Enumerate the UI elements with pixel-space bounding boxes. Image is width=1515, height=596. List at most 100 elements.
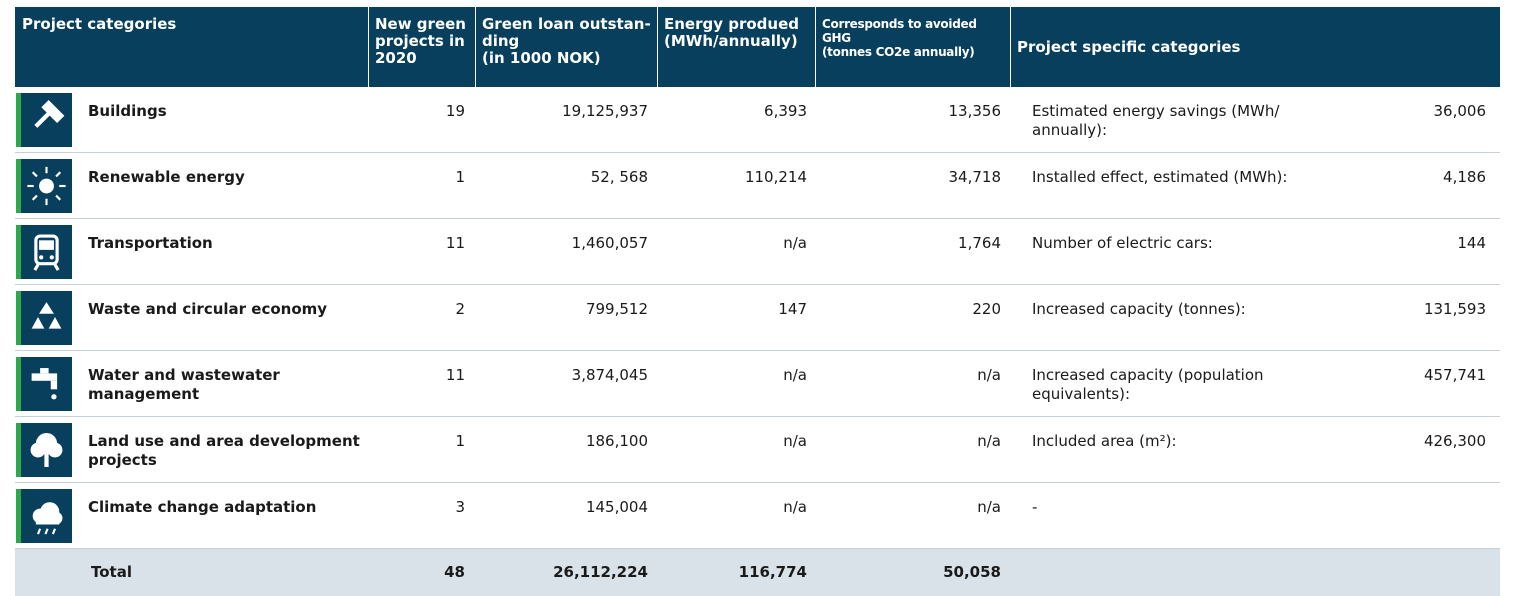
category-icon bbox=[16, 357, 72, 411]
header-cell: Green loan outstan-ding (in 1000 NOK) bbox=[482, 16, 657, 67]
cell-value: Number of electric cars: bbox=[1032, 234, 1213, 252]
cell-value: 11 bbox=[445, 366, 465, 384]
category-icon bbox=[16, 93, 72, 147]
category-name: Buildings bbox=[88, 102, 167, 120]
header-line: 2020 bbox=[375, 49, 417, 67]
row-separator bbox=[15, 350, 1500, 351]
row-separator bbox=[15, 416, 1500, 417]
cell-value: Installed effect, estimated (MWh): bbox=[1032, 168, 1288, 186]
header-line: Green loan outstan- bbox=[482, 15, 651, 33]
total-value: 26,112,224 bbox=[553, 563, 648, 581]
total-row bbox=[15, 549, 1500, 596]
cell-value: Increased capacity (population equivalen… bbox=[1032, 366, 1264, 403]
icon-glyph bbox=[32, 502, 63, 535]
header-separator bbox=[657, 7, 658, 87]
category-icon bbox=[16, 225, 72, 279]
cell-value: 19,125,937 bbox=[562, 102, 648, 120]
cell-value: 110,214 bbox=[744, 168, 807, 186]
header-line: Corresponds to avoided bbox=[822, 17, 977, 31]
header-bar bbox=[15, 7, 1500, 87]
cell-value: 457,741 bbox=[1423, 366, 1486, 384]
total-value: 50,058 bbox=[943, 563, 1001, 581]
category-icon bbox=[16, 291, 72, 345]
row-separator bbox=[15, 152, 1500, 153]
icon-glyph bbox=[33, 234, 60, 271]
cell-value: 145,004 bbox=[585, 498, 648, 516]
header-line: New green bbox=[375, 15, 466, 33]
header-line: GHG bbox=[822, 31, 851, 45]
category-name: Renewable energy bbox=[88, 168, 245, 186]
total-value: 116,774 bbox=[738, 563, 807, 581]
cell-value: 131,593 bbox=[1423, 300, 1486, 318]
icon-glyph bbox=[31, 368, 58, 400]
header-cell: Energy produed (MWh/annually) bbox=[664, 16, 815, 50]
header-line: (MWh/annually) bbox=[664, 32, 798, 50]
cell-value: 1 bbox=[455, 168, 465, 186]
cell-value: 426,300 bbox=[1423, 432, 1486, 450]
cell-value: 6,393 bbox=[764, 102, 807, 120]
header-line: (tonnes CO2e annually) bbox=[822, 45, 975, 59]
cell-value: 1,460,057 bbox=[571, 234, 648, 252]
cell-value: n/a bbox=[783, 432, 807, 450]
header-line: (in 1000 NOK) bbox=[482, 49, 601, 67]
header-cell: New green projects in 2020 bbox=[375, 16, 475, 67]
cell-value: 4,186 bbox=[1443, 168, 1486, 186]
cell-value: 799,512 bbox=[585, 300, 648, 318]
cell-value: 1,764 bbox=[958, 234, 1001, 252]
category-name: Transportation bbox=[88, 234, 213, 252]
header-line: ding bbox=[482, 32, 520, 50]
cell-value: 11 bbox=[445, 234, 465, 252]
cell-value: 220 bbox=[972, 300, 1001, 318]
header-line: Project categories bbox=[22, 15, 177, 33]
header-line: Project specific categories bbox=[1017, 37, 1241, 56]
icon-glyph bbox=[27, 166, 66, 206]
cell-value: n/a bbox=[783, 498, 807, 516]
total-value: 48 bbox=[444, 563, 465, 581]
cell-value: 2 bbox=[455, 300, 465, 318]
header-cell: Corresponds to avoided GHG (tonnes CO2e an… bbox=[822, 17, 1010, 59]
cell-value: 3,874,045 bbox=[571, 366, 648, 384]
total-label: Total bbox=[91, 563, 132, 581]
header-separator bbox=[475, 7, 476, 87]
cell-value: Estimated energy savings (MWh/ annually)… bbox=[1032, 102, 1280, 139]
header-cell: Project categories bbox=[22, 16, 368, 33]
cell-value: 36,006 bbox=[1433, 102, 1487, 120]
row-separator bbox=[15, 284, 1500, 285]
cell-value: n/a bbox=[783, 234, 807, 252]
cell-value: 186,100 bbox=[585, 432, 648, 450]
icon-glyph bbox=[30, 433, 63, 467]
category-name: Land use and area development projects bbox=[88, 432, 360, 469]
cell-value: 52, 568 bbox=[590, 168, 648, 186]
cell-value: 13,356 bbox=[948, 102, 1002, 120]
row-separator bbox=[15, 218, 1500, 219]
category-icon bbox=[16, 423, 72, 477]
cell-value: n/a bbox=[977, 498, 1001, 516]
category-name: Climate change adaptation bbox=[88, 498, 317, 516]
cell-value: 34,718 bbox=[948, 168, 1002, 186]
cell-value: 147 bbox=[778, 300, 807, 318]
row-separator bbox=[15, 482, 1500, 483]
category-name: Waste and circular economy bbox=[88, 300, 328, 318]
category-name: Water and wastewater management bbox=[88, 366, 280, 403]
icon-glyph bbox=[31, 302, 62, 329]
header-separator bbox=[1010, 7, 1011, 87]
cell-value: Included area (m²): bbox=[1032, 432, 1177, 450]
header-line: projects in bbox=[375, 32, 465, 50]
cell-value: n/a bbox=[977, 432, 1001, 450]
cell-value: n/a bbox=[977, 366, 1001, 384]
cell-value: 144 bbox=[1457, 234, 1486, 252]
category-icon bbox=[16, 489, 72, 543]
cell-value: 19 bbox=[445, 102, 465, 120]
icon-glyph bbox=[34, 99, 65, 128]
category-icon bbox=[16, 159, 72, 213]
row-separator bbox=[15, 548, 1500, 549]
cell-value: Increased capacity (tonnes): bbox=[1032, 300, 1246, 318]
cell-value: n/a bbox=[783, 366, 807, 384]
header-separator bbox=[815, 7, 816, 87]
cell-value: 3 bbox=[455, 498, 465, 516]
cell-value: 1 bbox=[455, 432, 465, 450]
header-cell: Project specific categories bbox=[1017, 37, 1500, 56]
header-line: Energy produed bbox=[664, 15, 799, 33]
cell-value: - bbox=[1032, 498, 1038, 516]
